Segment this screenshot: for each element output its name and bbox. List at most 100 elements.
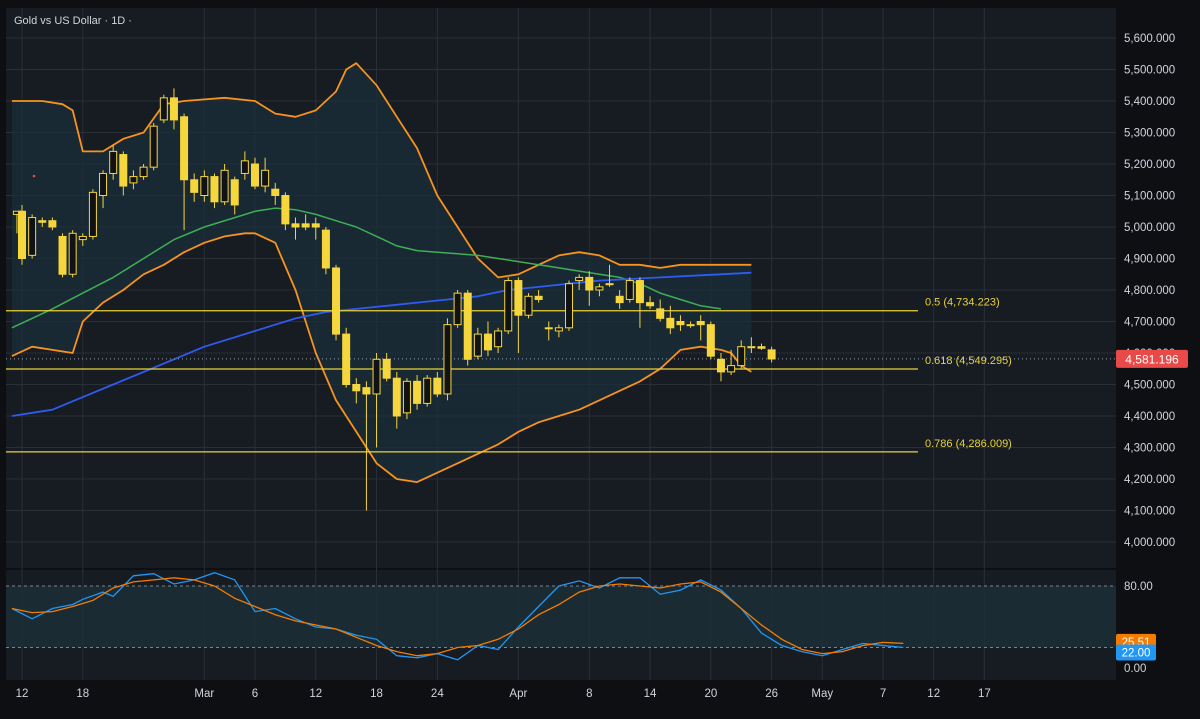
candle-body (727, 365, 736, 373)
candle (281, 192, 290, 231)
candle-body (332, 267, 341, 335)
candle (220, 164, 229, 205)
price-tick-label: 4,300.000 (1124, 443, 1175, 455)
candle (190, 173, 199, 202)
current-price-badge (1116, 349, 1188, 368)
candle (443, 318, 452, 401)
candle (696, 315, 705, 341)
candle-body (463, 292, 472, 360)
stoch-k-value: 22.00 (1122, 647, 1151, 659)
candle (565, 280, 574, 331)
candle-body (382, 358, 391, 379)
price-tick-label: 5,300.000 (1124, 128, 1175, 140)
candle (737, 340, 746, 369)
candle-body (88, 191, 97, 237)
candle (58, 233, 67, 278)
candle (18, 204, 26, 265)
candle (575, 274, 584, 290)
candle (646, 296, 655, 309)
candle-body (625, 280, 634, 300)
current-price-label: 4,581.196 (1125, 352, 1179, 366)
candle (686, 321, 695, 328)
candle (382, 353, 391, 382)
price-tick-label: 4,800.000 (1124, 285, 1175, 297)
candle (605, 264, 614, 287)
candle (483, 321, 492, 357)
candle-body (362, 387, 371, 395)
candle (48, 217, 57, 231)
candle-body (281, 195, 290, 225)
date-axis[interactable]: 12 18 Mar 6 12 18 24 Apr 8 14 20 26 May 7 12 17 (16, 688, 991, 700)
candle (666, 305, 675, 335)
candle-body (48, 220, 57, 228)
candle-body (230, 179, 239, 206)
date-tick-label: Mar (194, 688, 214, 700)
candle-body (372, 358, 381, 395)
date-tick-label: 26 (765, 688, 778, 700)
price-tick-label: 5,200.000 (1124, 159, 1175, 171)
candle-body (747, 346, 756, 349)
candle (321, 227, 330, 275)
date-tick-label: 17 (978, 688, 991, 700)
candle (311, 217, 320, 240)
candle-body (261, 169, 270, 187)
candle (494, 327, 503, 353)
candle (129, 170, 138, 190)
candle (747, 337, 756, 353)
candle-body (291, 223, 300, 228)
candle (767, 346, 776, 363)
candle (625, 277, 634, 303)
candle (514, 277, 523, 353)
candlesticks (12, 88, 776, 511)
candle (362, 381, 371, 511)
candle (88, 189, 97, 240)
candle-body (352, 384, 361, 392)
bollinger-upper-line (11, 62, 752, 279)
candle (544, 321, 553, 341)
candle (139, 164, 148, 180)
date-tick-label: 12 (927, 688, 940, 700)
candle-body (696, 321, 705, 326)
stoch-band (6, 586, 1116, 648)
candle (200, 170, 209, 202)
candle (504, 277, 513, 335)
candle (524, 293, 533, 319)
stoch-d-line (11, 577, 904, 657)
candle-body (585, 276, 594, 291)
candle-body (38, 220, 47, 223)
candle (473, 327, 482, 360)
date-tick-label: 7 (880, 688, 886, 700)
candle (169, 88, 178, 130)
candle-body (706, 324, 715, 357)
candle-body (504, 280, 513, 332)
candle-body (99, 172, 108, 196)
price-tick-label: 4,400.000 (1124, 411, 1175, 423)
price-tick-label: 5,000.000 (1124, 222, 1175, 234)
candle-body (554, 327, 563, 332)
candle-body (68, 232, 77, 275)
candle (706, 321, 715, 360)
candle-body (18, 210, 26, 259)
candle (402, 378, 411, 420)
candle (392, 371, 401, 429)
candle-body (210, 176, 219, 203)
fib-label: 0.5 (4,734.223) (925, 297, 1000, 309)
candle-body (646, 302, 655, 307)
candle (230, 176, 239, 215)
candle-body (402, 380, 411, 414)
candle (159, 94, 168, 124)
candle-body (443, 324, 452, 395)
candle-body (301, 223, 310, 228)
candle-body (615, 295, 624, 304)
candle-body (159, 97, 168, 121)
candle (463, 290, 472, 366)
price-axis[interactable]: 5,600.000 5,500.000 5,400.000 5,300.000 5,20… (1116, 33, 1188, 549)
candle-body (190, 179, 199, 193)
date-tick-label: 14 (644, 688, 657, 700)
price-tick-label: 4,100.000 (1124, 506, 1175, 518)
stoch-k-badge (1116, 644, 1156, 661)
candle (250, 157, 259, 190)
candle (68, 230, 77, 278)
